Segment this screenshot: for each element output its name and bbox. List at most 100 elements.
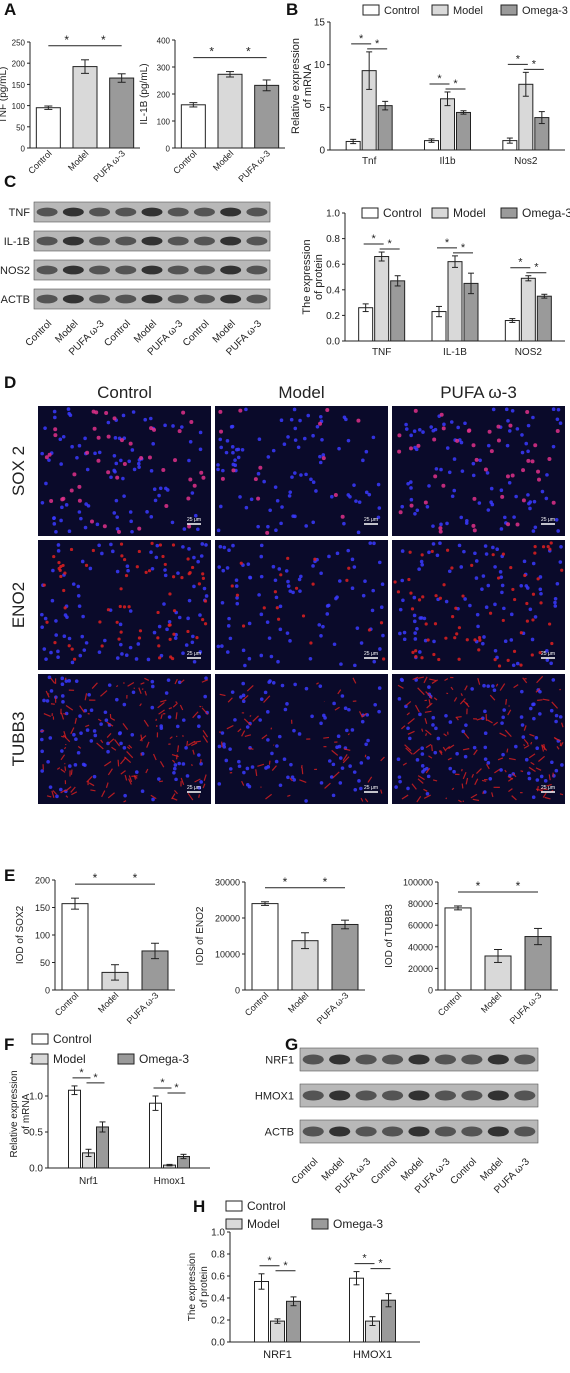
stain-0-2-37	[455, 438, 460, 443]
nucleus-1-2-2	[480, 587, 484, 591]
category-A2-0: Control	[171, 148, 199, 176]
stain-2-2-108	[460, 693, 463, 697]
nucleus-1-1-3	[308, 656, 313, 661]
stain-2-2-148	[505, 698, 508, 705]
nucleus-2-1-64	[377, 709, 381, 714]
stain-2-2-65	[402, 762, 407, 766]
nucleus-2-0-86	[67, 679, 72, 683]
nucleus-2-2-88	[531, 795, 536, 799]
nucleus-0-0-20	[97, 450, 102, 455]
stain-2-2-135	[476, 768, 482, 774]
stain-1-0-43	[167, 623, 171, 627]
nucleus-1-0-57	[181, 545, 185, 549]
nucleus-0-1-78	[367, 492, 372, 497]
stain-0-0-32	[128, 441, 133, 446]
micrograph-row-2: TUBB3	[9, 712, 28, 767]
nucleus-2-0-28	[181, 762, 186, 766]
stain-1-2-8	[491, 553, 495, 557]
stain-2-2-63	[481, 779, 487, 782]
nucleus-1-1-19	[217, 565, 222, 569]
stain-2-0-13	[63, 713, 67, 715]
stain-0-0-36	[187, 524, 192, 529]
stain-1-0-50	[157, 656, 162, 660]
blot-label-C-0: TNF	[9, 207, 31, 219]
nucleus-2-1-40	[224, 758, 229, 763]
nucleus-2-0-19	[89, 739, 94, 743]
nucleus-0-2-69	[520, 450, 525, 455]
stain-2-1-15	[367, 776, 373, 783]
stain-2-0-34	[100, 690, 108, 697]
nucleus-1-2-44	[398, 631, 402, 636]
nucleus-2-2-9	[418, 712, 422, 717]
stain-1-2-10	[533, 545, 537, 549]
stain-0-2-15	[409, 503, 414, 508]
stain-2-0-70	[88, 782, 95, 787]
stain-2-0-29	[187, 792, 194, 801]
category-C-2: NOS2	[515, 347, 543, 358]
nucleus-1-1-82	[319, 571, 323, 576]
nucleus-0-0-13	[198, 430, 203, 435]
nucleus-2-2-64	[397, 775, 402, 779]
nucleus-1-2-6	[412, 613, 417, 618]
stain-0-2-17	[530, 459, 535, 464]
stain-2-0-23	[202, 729, 209, 738]
stain-1-2-13	[488, 611, 493, 615]
nucleus-0-2-82	[464, 521, 469, 525]
nucleus-2-0-38	[122, 746, 127, 750]
nucleus-0-0-36	[84, 502, 88, 506]
nucleus-0-1-33	[244, 407, 248, 412]
ytick-label-F-0: 0.0	[29, 1164, 43, 1175]
nucleus-2-0-29	[64, 679, 69, 683]
nucleus-2-2-41	[554, 768, 559, 773]
nucleus-1-0-44	[78, 653, 83, 658]
blot-band-C-2-4	[141, 265, 163, 275]
stain-2-2-1	[529, 733, 535, 737]
nucleus-0-2-35	[406, 481, 410, 486]
stain-1-1-6	[235, 593, 240, 597]
nucleus-1-1-9	[227, 616, 231, 621]
nucleus-0-0-19	[64, 503, 69, 507]
blot-band-C-1-3	[115, 236, 137, 246]
nucleus-2-1-30	[278, 783, 283, 788]
nucleus-1-0-29	[186, 616, 190, 621]
blot-band-C-3-4	[141, 294, 163, 304]
stain-0-0-10	[72, 472, 77, 477]
stain-2-0-130	[60, 789, 66, 794]
nucleus-1-2-35	[417, 567, 421, 571]
blot-band-G-1-2	[355, 1090, 377, 1101]
stain-2-0-53	[157, 701, 165, 709]
stain-2-0-148	[64, 677, 67, 681]
legend-label-C-2: Omega-3	[522, 206, 570, 220]
nucleus-0-0-39	[164, 486, 168, 491]
nucleus-0-0-85	[187, 458, 191, 463]
nucleus-2-1-50	[241, 693, 246, 698]
stain-0-0-42	[85, 450, 90, 455]
blot-band-C-2-6	[193, 265, 215, 275]
blot-band-G-2-7	[487, 1126, 509, 1137]
nucleus-0-1-63	[346, 493, 351, 497]
legend-label-C-1: Model	[453, 206, 486, 220]
nucleus-0-2-9	[526, 449, 530, 454]
sig-star-A2-b: *	[246, 45, 251, 59]
stain-2-0-99	[192, 749, 195, 755]
blot-band-C-3-3	[115, 294, 137, 304]
stain-1-2-4	[451, 615, 455, 619]
stain-2-2-41	[474, 778, 479, 786]
nucleus-0-1-28	[292, 407, 297, 412]
nucleus-1-1-45	[221, 568, 226, 573]
nucleus-2-1-44	[266, 765, 271, 769]
nucleus-0-0-78	[112, 453, 117, 458]
nucleus-2-0-81	[106, 749, 110, 754]
nucleus-1-2-24	[412, 619, 417, 624]
nucleus-2-1-49	[237, 764, 242, 769]
nucleus-2-1-34	[319, 721, 323, 726]
nucleus-1-0-49	[187, 547, 191, 551]
stain-2-2-34	[448, 744, 455, 750]
stain-1-1-11	[286, 556, 290, 560]
blot-band-G-1-4	[408, 1090, 430, 1101]
ytick-label-H-1: 0.2	[211, 1316, 225, 1327]
stain-2-0-125	[152, 753, 157, 761]
nucleus-1-2-70	[522, 559, 527, 564]
stain-1-0-53	[201, 617, 205, 622]
stain-2-2-133	[428, 755, 433, 759]
